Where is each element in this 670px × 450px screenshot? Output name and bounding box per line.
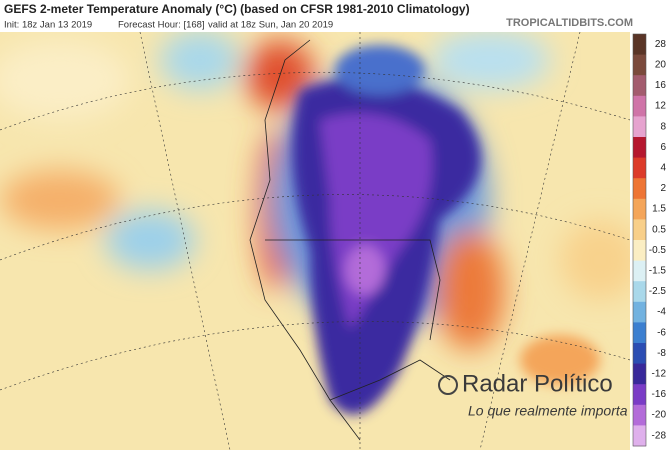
colorbar-swatch [633, 343, 646, 365]
colorbar-swatch [633, 425, 646, 447]
colorbar-label: -12 [652, 369, 667, 380]
colorbar-label: -16 [652, 389, 667, 400]
colorbar-label: 8 [660, 121, 666, 132]
colorbar-swatch [633, 240, 646, 262]
colorbar-label: -2.5 [649, 286, 667, 297]
colorbar-swatch [633, 178, 646, 200]
colorbar-swatch [633, 198, 646, 220]
colorbar-label: 6 [660, 142, 666, 153]
colorbar-swatch [633, 219, 646, 241]
colorbar-swatch [633, 301, 646, 323]
colorbar-swatch [633, 54, 646, 76]
colorbar-label: -4 [657, 307, 666, 318]
colorbar-label: 0.5 [652, 224, 666, 235]
colorbar-label: 16 [655, 80, 667, 91]
colorbar-label: -1.5 [649, 266, 667, 277]
colorbar-swatch [633, 404, 646, 426]
colorbar-label: 12 [655, 101, 667, 112]
map [0, 32, 630, 450]
colorbar-label: 20 [655, 60, 667, 71]
colorbar-swatch [633, 157, 646, 179]
watermark-name: Radar Político [462, 370, 613, 397]
colorbar-swatch [633, 322, 646, 344]
colorbar-label: 2 [660, 183, 666, 194]
colorbar-swatch [633, 281, 646, 303]
colorbar-label: -8 [657, 348, 666, 359]
colorbar-label: -0.5 [649, 245, 667, 256]
colorbar-label: 28 [655, 39, 667, 50]
colorbar-label: -6 [657, 327, 666, 338]
colorbar-swatch [633, 75, 646, 97]
colorbar-swatch [633, 95, 646, 117]
colorbar-swatch [633, 260, 646, 282]
valid-time: valid at 18z Sun, Jan 20 2019 [208, 20, 333, 31]
watermark: Radar Político Lo que realmente importa [438, 370, 628, 419]
colorbar-label: 1.5 [652, 204, 666, 215]
forecast-hour: Forecast Hour: [168] [118, 20, 205, 31]
colorbar-swatch [633, 384, 646, 406]
colorbar-swatch [633, 137, 646, 159]
colorbar-label: -28 [652, 430, 667, 441]
map-title: GEFS 2-meter Temperature Anomaly (°C) (b… [4, 2, 470, 16]
colorbar-swatch [633, 34, 646, 56]
colorbar-frame [632, 33, 647, 447]
colorbar-swatch [633, 363, 646, 385]
colorbar: 28 20 16 12 8 6 4 2 1.5 0.5 -0.5 -1.5 -2.5 -4 -6 -8 -12 -… [632, 33, 667, 447]
colorbar-label: -20 [652, 410, 667, 421]
init-time: Init: 18z Jan 13 2019 [4, 20, 92, 31]
watermark-slogan: Lo que realmente importa [468, 403, 628, 419]
site-name: TROPICALTIDBITS.COM [506, 17, 633, 29]
colorbar-label: 4 [660, 163, 666, 174]
colorbar-swatch [633, 116, 646, 138]
